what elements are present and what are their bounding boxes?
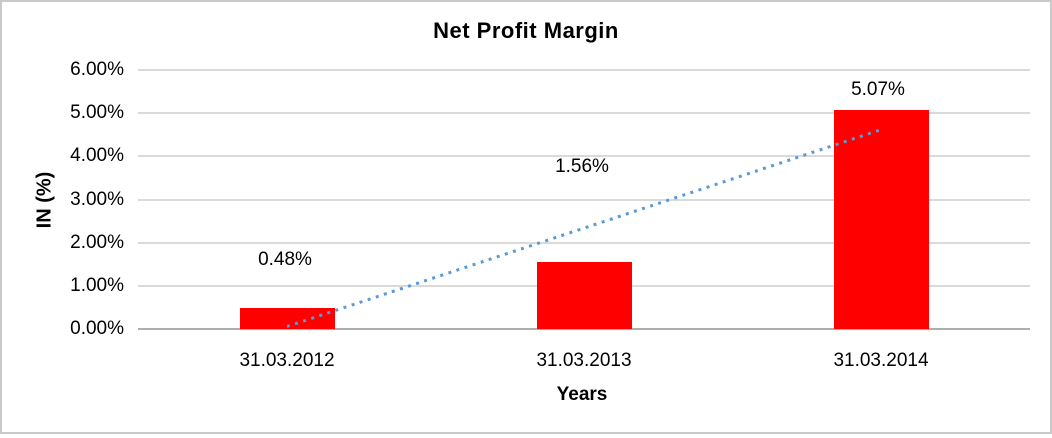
gridline-6pct <box>138 69 1030 71</box>
data-label: 5.07% <box>851 79 905 100</box>
bar <box>240 308 335 329</box>
y-tick-label: 6.00% <box>70 59 124 80</box>
x-tick-label: 31.03.2013 <box>536 350 632 371</box>
x-tick-label: 31.03.2012 <box>239 350 335 371</box>
x-tick-label: 31.03.2014 <box>833 350 929 371</box>
gridline-2pct <box>138 241 1030 244</box>
y-tick-label: 2.00% <box>70 231 124 253</box>
y-tick-label: 4.00% <box>70 145 124 167</box>
y-tick-label: 1.00% <box>70 274 124 296</box>
x-axis-line <box>138 328 1030 330</box>
y-axis-title: IN (%) <box>33 171 56 229</box>
chart-title: Net Profit Margin <box>433 18 619 43</box>
gridline-5pct <box>138 112 1030 115</box>
y-tick-label: 0.00% <box>70 318 124 339</box>
data-label: 0.48% <box>258 249 312 270</box>
data-label: 1.56% <box>555 156 609 177</box>
y-tick-label: 5.00% <box>70 102 124 124</box>
gridline-4pct <box>138 155 1030 158</box>
bar <box>834 110 929 329</box>
y-tick-label: 3.00% <box>70 188 124 210</box>
bar <box>537 261 632 329</box>
x-axis-title: Years <box>556 384 608 405</box>
gridline-3pct <box>138 198 1030 201</box>
